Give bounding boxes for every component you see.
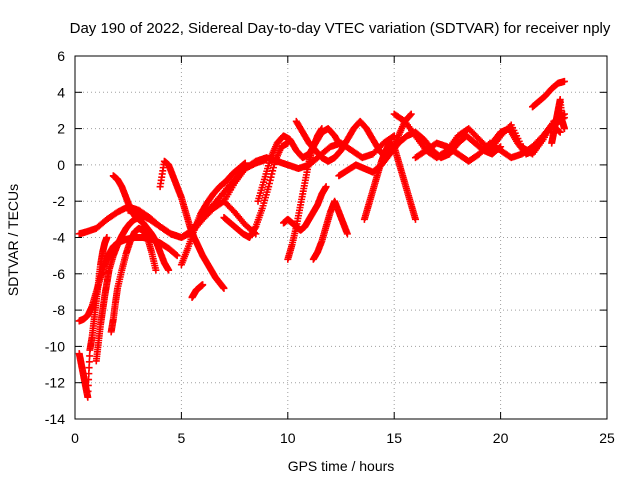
series-track-7: [156, 157, 228, 292]
data-point: [84, 387, 92, 395]
data-point: [86, 352, 94, 360]
data-point: [220, 284, 228, 292]
data-point: [389, 133, 397, 141]
y-tick-label: -14: [45, 411, 65, 427]
data-point: [199, 281, 207, 289]
x-tick-label: 25: [599, 430, 615, 446]
data-point: [318, 125, 326, 133]
data-point: [103, 234, 111, 241]
series-track-23: [548, 96, 568, 147]
data-point: [172, 251, 180, 259]
data-point: [85, 358, 93, 366]
series-track-6: [109, 172, 173, 274]
tick-layer: 0 5 10 15 20 25 -14 -12 -10 -8 -6 -4 -2 0 2 4 6: [45, 48, 615, 446]
y-tick-label: 6: [57, 48, 65, 64]
data-point: [411, 215, 419, 223]
data-point: [85, 364, 93, 372]
series-track-3: [75, 234, 111, 401]
x-tick-label: 10: [280, 430, 296, 446]
data-point: [555, 127, 563, 135]
series-track-14: [280, 183, 330, 234]
data-point: [560, 125, 568, 133]
series-track-16: [309, 197, 351, 263]
series-track-8: [188, 281, 207, 301]
data-point: [165, 266, 173, 274]
y-tick-label: 4: [57, 84, 65, 100]
data-point: [407, 110, 415, 118]
y-tick-label: -8: [53, 302, 66, 318]
data-layer: [75, 77, 568, 401]
x-tick-label: 15: [386, 430, 402, 446]
y-tick-label: -12: [45, 375, 65, 391]
data-point: [85, 376, 93, 384]
x-tick-label: 20: [493, 430, 509, 446]
y-tick-label: -2: [53, 193, 66, 209]
y-tick-label: 0: [57, 157, 65, 173]
y-axis-title: SDTVAR / TECUs: [5, 184, 21, 296]
series-track-12: [220, 139, 292, 241]
y-tick-label: 2: [57, 121, 65, 137]
y-tick-label: -6: [53, 266, 66, 282]
data-point: [322, 183, 330, 191]
x-tick-label: 0: [71, 430, 79, 446]
x-tick-label: 5: [178, 430, 186, 446]
data-point: [85, 370, 93, 378]
data-point: [84, 381, 92, 389]
data-point: [556, 128, 564, 136]
chart-title: Day 190 of 2022, Sidereal Day-to-day VTE…: [70, 20, 611, 37]
y-tick-label: -4: [53, 230, 66, 246]
series-track-22: [529, 77, 568, 111]
data-point: [173, 252, 181, 260]
x-axis-title: GPS time / hours: [288, 458, 395, 474]
series-track-5: [107, 224, 160, 336]
data-point: [560, 77, 568, 85]
series-track-24: [488, 121, 564, 158]
y-tick-label: -10: [45, 338, 65, 354]
data-point: [152, 266, 160, 274]
data-point: [84, 393, 92, 401]
data-point: [343, 230, 351, 238]
